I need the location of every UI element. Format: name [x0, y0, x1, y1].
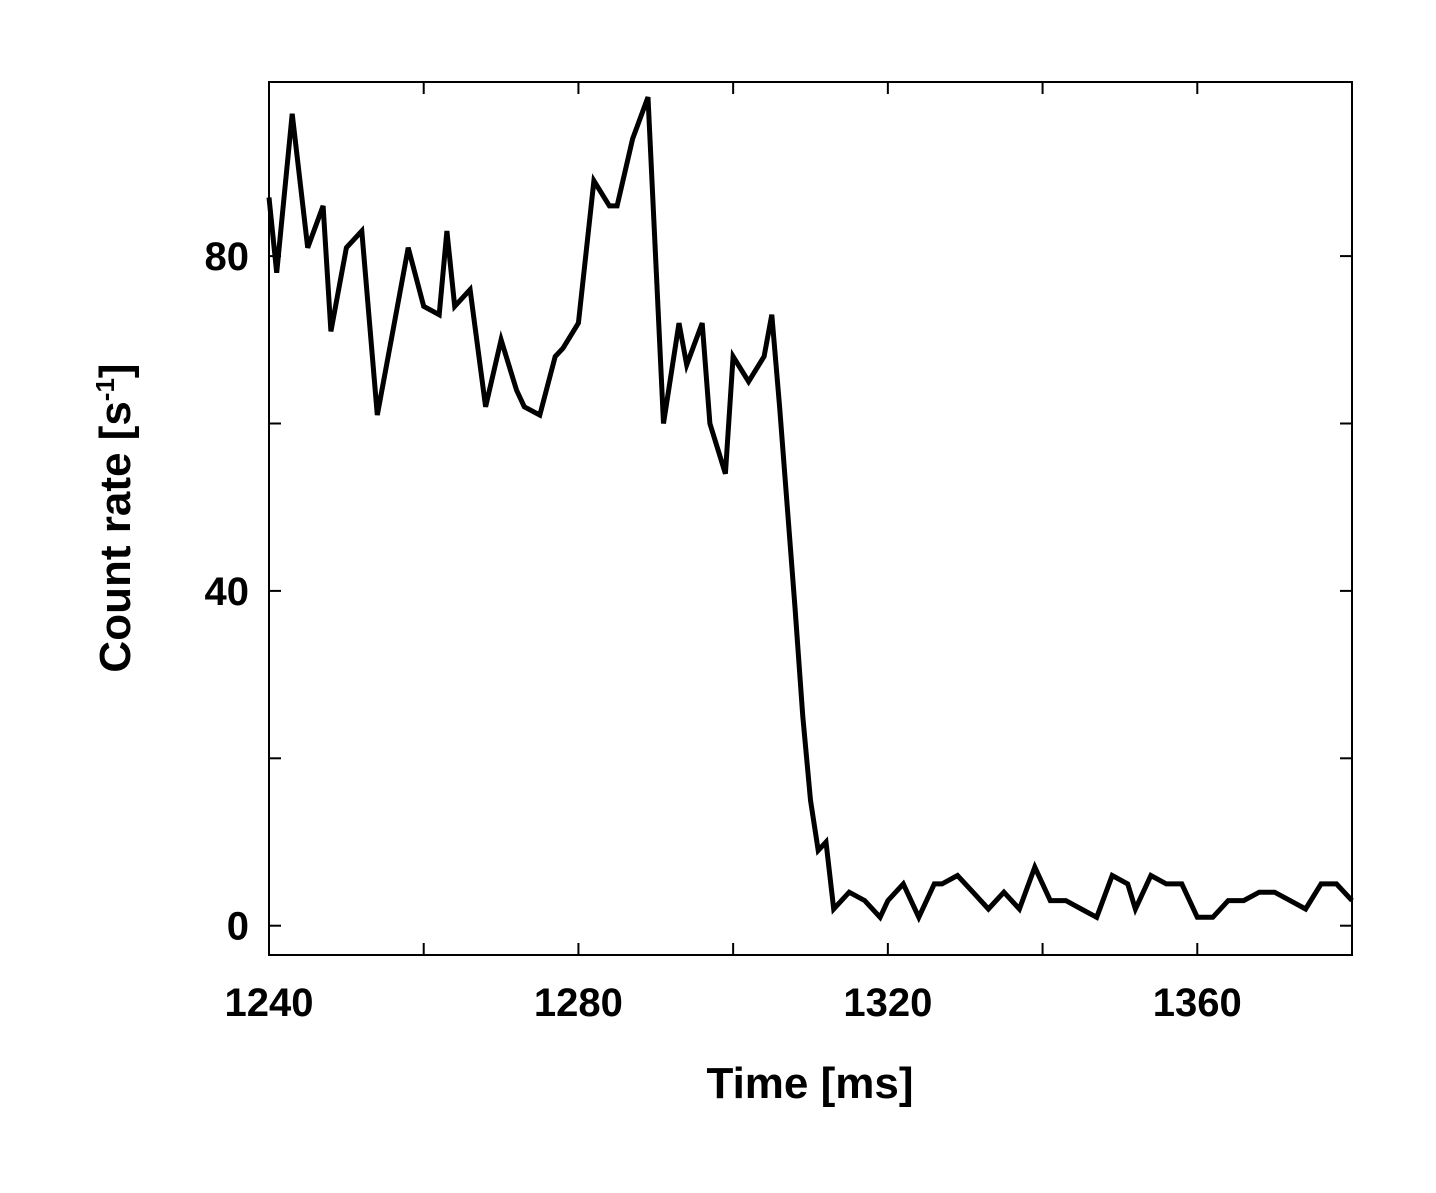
y-axis-label-tail: ] — [91, 363, 140, 378]
x-tick-label: 1280 — [534, 981, 623, 1025]
y-tick-label: 0 — [227, 905, 249, 949]
x-tick-label: 1240 — [225, 981, 314, 1025]
y-axis-label-main: Count rate [s — [91, 401, 140, 672]
x-tick-label: 1360 — [1153, 981, 1242, 1025]
x-axis-tick-labels: 1240 1280 1320 1360 — [225, 981, 1242, 1025]
x-tick-label: 1320 — [843, 981, 932, 1025]
y-axis-tick-labels: 0 40 80 — [205, 235, 250, 949]
x-axis-label: Time [ms] — [706, 1059, 913, 1108]
y-axis-label: Count rate [s-1] — [90, 363, 140, 672]
series-group — [266, 96, 1354, 924]
y-tick-label: 80 — [205, 235, 250, 279]
plot-frame — [268, 81, 1353, 956]
series-line — [266, 96, 1354, 924]
x-axis-ticks — [268, 82, 1199, 955]
y-axis-label-superscript: -1 — [90, 378, 120, 401]
y-tick-label: 40 — [205, 570, 250, 614]
y-axis-ticks — [269, 255, 1352, 927]
